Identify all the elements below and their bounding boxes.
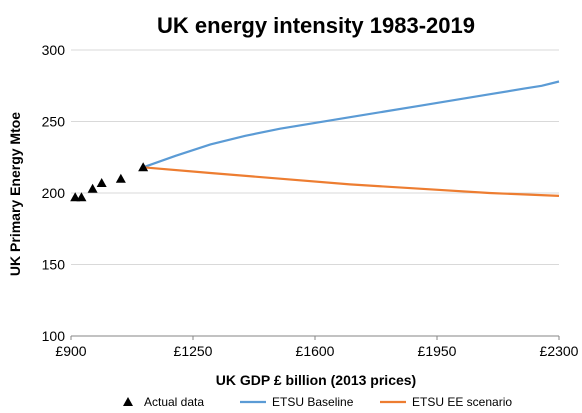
series-lines <box>142 80 560 197</box>
series-markers <box>70 162 149 202</box>
y-axis: 100 150 200 250 300 <box>42 42 66 344</box>
data-point-marker <box>76 192 87 202</box>
legend: Actual data ETSU Baseline ETSU EE scenario <box>123 395 512 409</box>
legend-label: ETSU EE scenario <box>412 395 512 409</box>
data-point-marker <box>96 177 107 187</box>
chart-title: UK energy intensity 1983-2019 <box>157 13 475 38</box>
legend-marker <box>123 397 133 406</box>
x-axis-label: UK GDP £ billion (2013 prices) <box>216 372 416 388</box>
data-point-marker <box>70 192 81 202</box>
data-point-marker <box>87 183 98 193</box>
data-point-marker <box>138 162 149 172</box>
series-line-2 <box>143 166 560 197</box>
x-axis: £900 £1250 £1600 £1950 £2300 <box>55 336 579 359</box>
legend-label: ETSU Baseline <box>272 395 354 409</box>
x-tick-label: £2300 <box>540 343 579 359</box>
x-tick-label: £1250 <box>174 343 213 359</box>
y-tick-label: 150 <box>42 257 66 273</box>
x-tick-label: £1950 <box>418 343 457 359</box>
y-tick-label: 200 <box>42 185 66 201</box>
y-tick-label: 300 <box>42 42 66 58</box>
data-point-marker <box>115 173 126 183</box>
gridlines <box>71 49 559 337</box>
y-tick-label: 250 <box>42 114 66 130</box>
y-tick-label: 100 <box>42 328 66 344</box>
legend-label: Actual data <box>144 395 204 409</box>
series-line-1 <box>142 80 560 169</box>
x-tick-label: £900 <box>55 343 86 359</box>
x-tick-label: £1600 <box>296 343 335 359</box>
y-axis-label: UK Primary Energy Mtoe <box>7 112 23 276</box>
